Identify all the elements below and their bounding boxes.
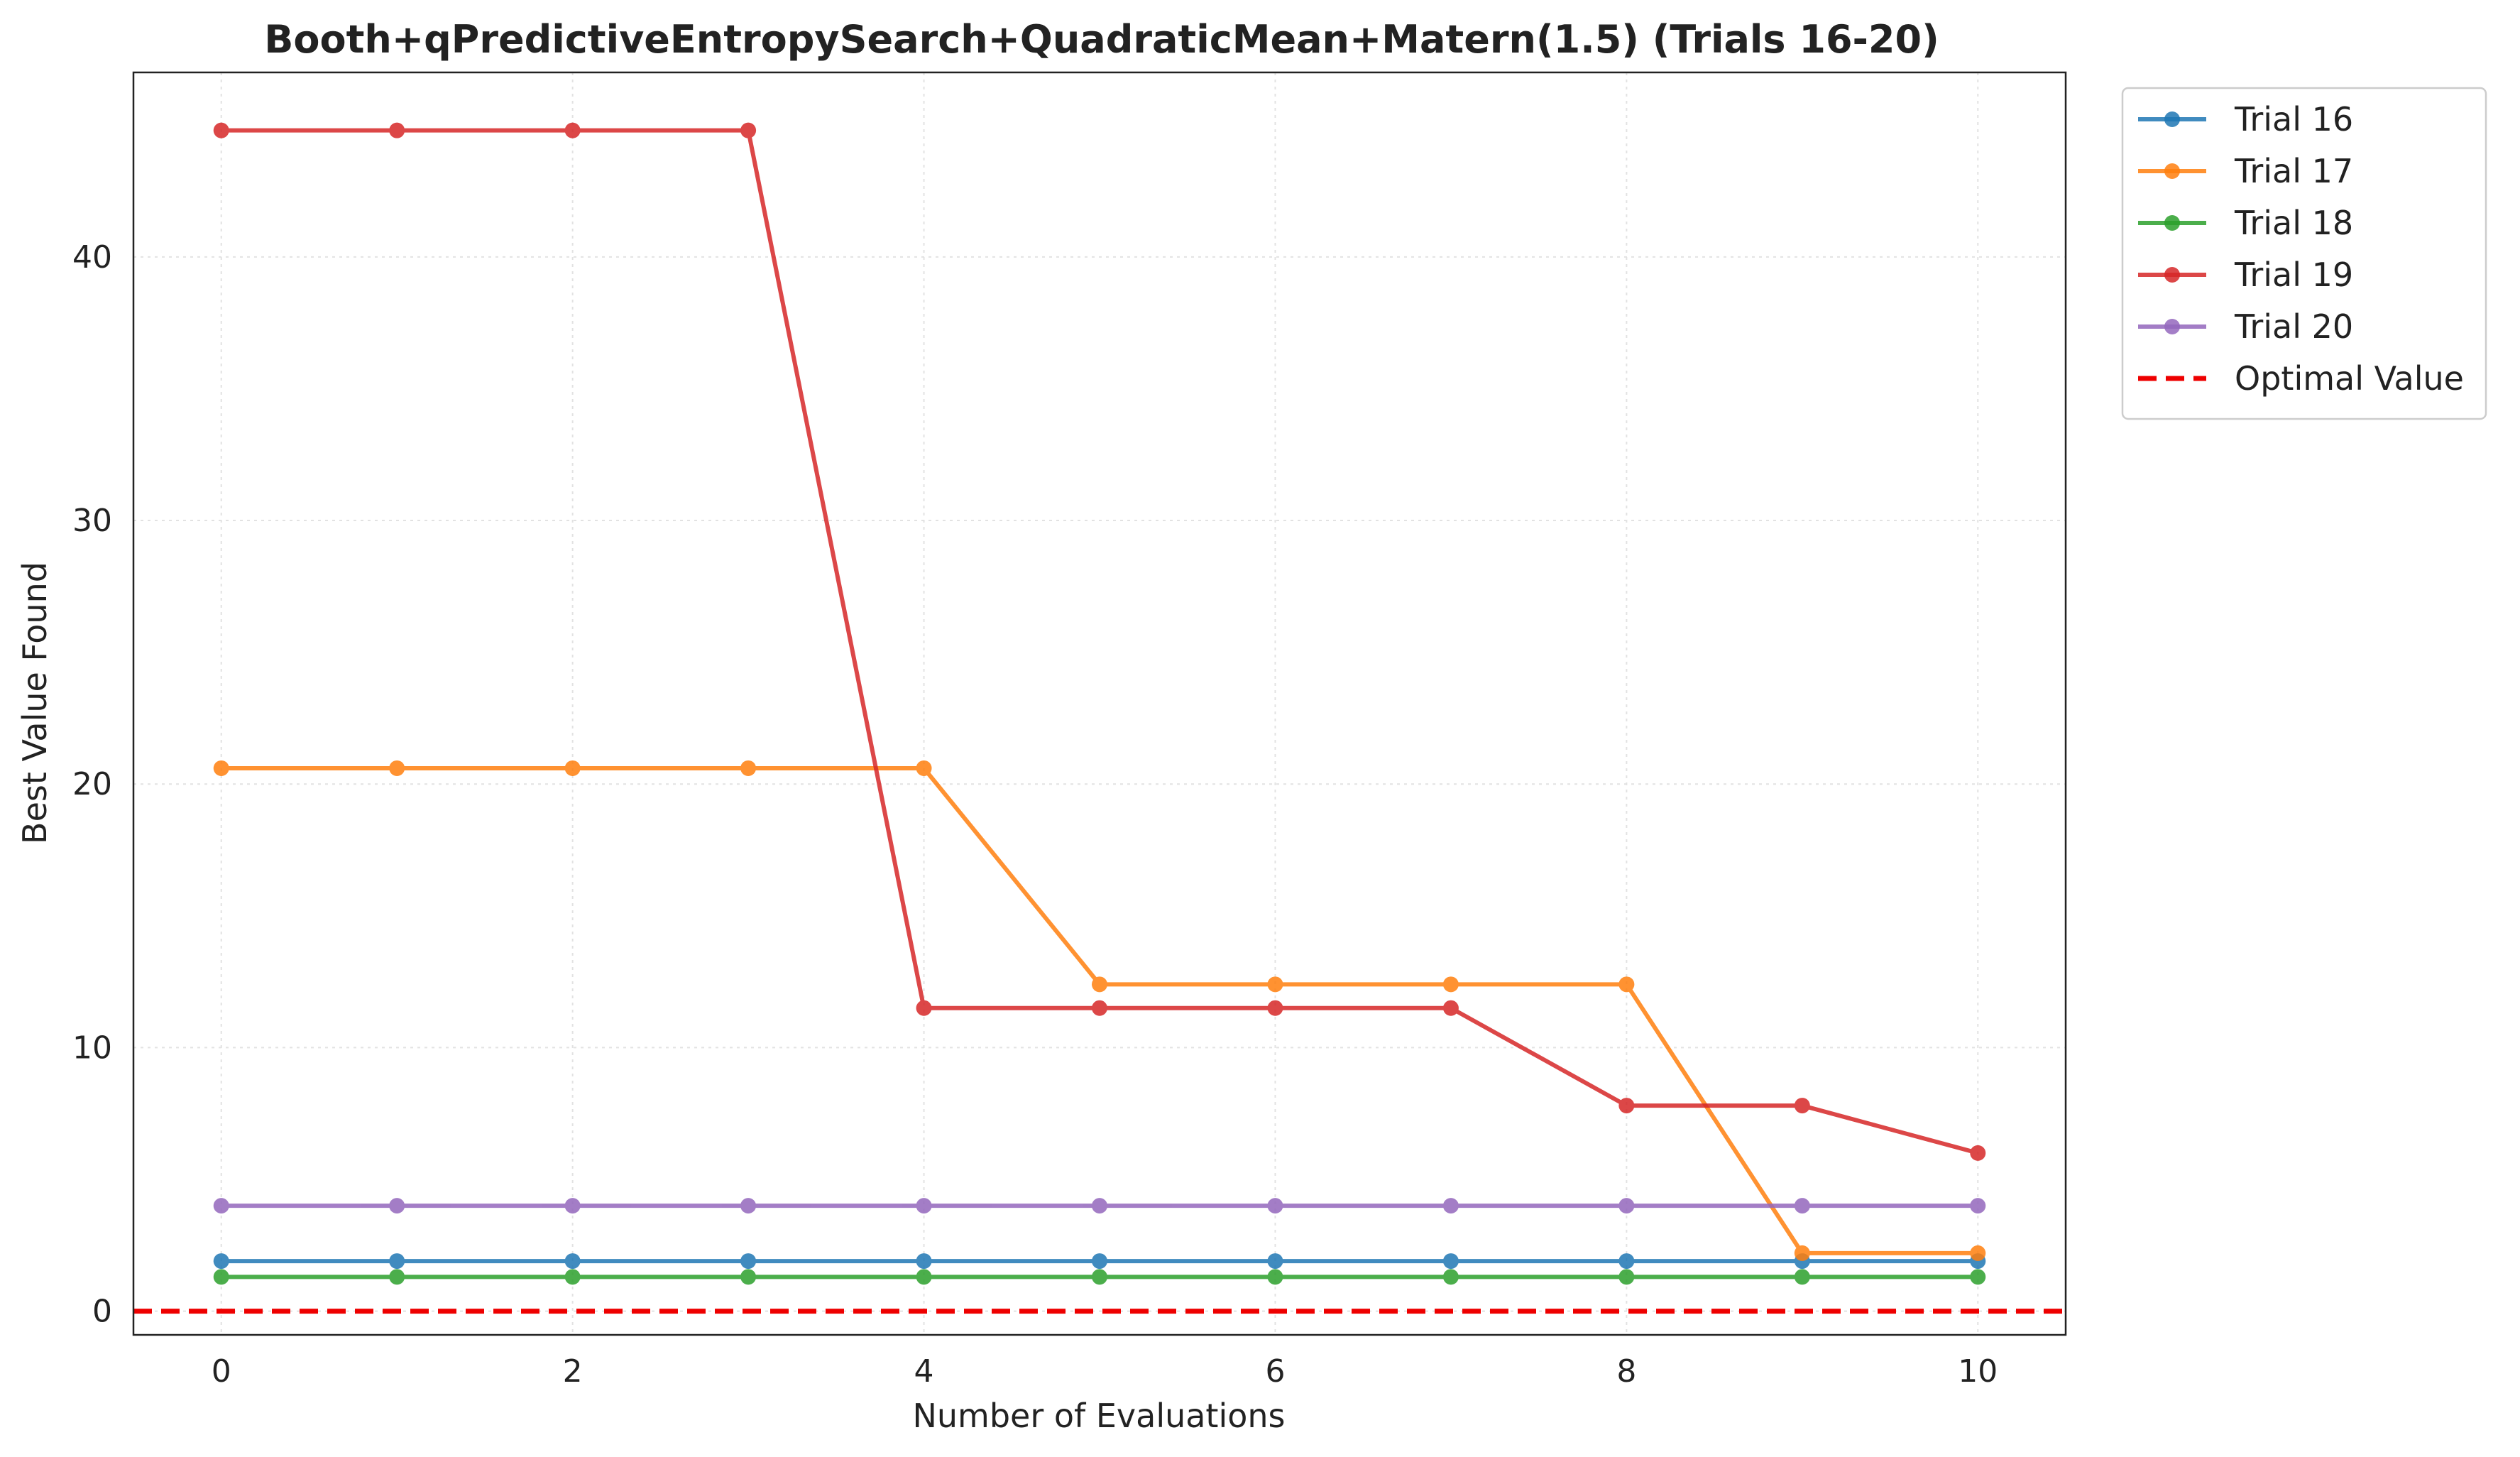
data-point [1092, 1198, 1107, 1214]
data-point [1794, 1098, 1810, 1114]
data-point [1970, 1145, 1986, 1161]
x-tick-label: 4 [914, 1353, 934, 1390]
data-point [740, 1269, 757, 1285]
legend-item: Optimal Value [2138, 359, 2464, 398]
data-point [1794, 1198, 1810, 1214]
data-point [564, 1198, 581, 1214]
y-tick-label: 40 [72, 239, 112, 275]
legend-item: Trial 16 [2138, 100, 2353, 138]
legend: Trial 16 Trial 17 Trial 18 Trial 19 Trial 20… [2121, 87, 2487, 420]
data-point [1970, 1245, 1986, 1261]
chart-title: Booth+qPredictiveEntropySearch+Quadratic… [264, 17, 1939, 62]
data-point [389, 122, 405, 138]
data-point [1618, 976, 1635, 993]
legend-marker [2164, 267, 2180, 283]
x-tick-label: 6 [1265, 1353, 1285, 1390]
data-point [1092, 976, 1107, 993]
y-tick-label: 10 [72, 1030, 112, 1066]
data-point [1970, 1198, 1986, 1214]
data-point [1618, 1198, 1635, 1214]
data-point [1618, 1253, 1635, 1270]
data-point [1794, 1269, 1810, 1285]
data-point [1794, 1245, 1810, 1261]
data-point [916, 760, 932, 776]
data-point [1442, 1198, 1459, 1214]
data-point [389, 760, 405, 776]
data-point [213, 1253, 229, 1270]
data-point [740, 122, 757, 138]
data-point [389, 1198, 405, 1214]
legend-item: Trial 18 [2138, 204, 2353, 242]
x-tick-label: 0 [212, 1353, 231, 1390]
legend-label: Trial 18 [2234, 204, 2353, 242]
data-point [1442, 976, 1459, 993]
series-trial-19 [213, 122, 1986, 1161]
legend-box [2121, 87, 2487, 420]
legend-label: Trial 19 [2234, 256, 2353, 294]
data-point [1092, 1000, 1107, 1016]
data-point [564, 1253, 581, 1270]
data-point [389, 1269, 405, 1285]
data-point [1267, 1269, 1283, 1285]
data-point [1618, 1269, 1635, 1285]
data-point [213, 1198, 229, 1214]
data-point [1970, 1269, 1986, 1285]
legend-label: Optimal Value [2235, 359, 2464, 398]
data-point [1092, 1253, 1107, 1270]
data-point [916, 1253, 932, 1270]
legend-marker [2164, 319, 2180, 334]
data-point [1267, 976, 1283, 993]
data-point [1618, 1098, 1635, 1114]
data-point [213, 122, 229, 138]
series-trial-16 [213, 1253, 1986, 1270]
series-trial-18 [213, 1269, 1986, 1285]
legend-item: Trial 19 [2138, 256, 2353, 294]
data-point [564, 1269, 581, 1285]
data-point [916, 1000, 932, 1016]
data-point [1442, 1269, 1459, 1285]
data-point [740, 1198, 757, 1214]
x-axis-label: Number of Evaluations [912, 1397, 1285, 1435]
legend-label: Trial 17 [2234, 152, 2353, 190]
y-tick-label: 20 [72, 766, 112, 802]
data-point [389, 1253, 405, 1270]
data-point [916, 1198, 932, 1214]
y-axis-label: Best Value Found [16, 562, 54, 844]
series-trial-20 [213, 1198, 1986, 1214]
legend-marker [2164, 111, 2180, 127]
x-tick-label: 2 [563, 1353, 583, 1390]
data-point [916, 1269, 932, 1285]
data-point [564, 760, 581, 776]
x-tick-label: 10 [1958, 1353, 1998, 1390]
y-tick-label: 0 [92, 1294, 112, 1330]
legend-item: Trial 17 [2138, 152, 2353, 190]
data-point [1267, 1253, 1283, 1270]
data-point [213, 1269, 229, 1285]
axis-ticks: 0 2 4 6 8 10 0 10 20 30 40 [72, 239, 1998, 1390]
legend-marker [2164, 163, 2180, 179]
legend-label: Trial 20 [2234, 307, 2353, 346]
legend-label: Trial 16 [2234, 100, 2353, 138]
series-trial-17 [213, 760, 1986, 1261]
data-point [1267, 1000, 1283, 1016]
data-point [740, 1253, 757, 1270]
data-point [1442, 1253, 1459, 1270]
plot-area-frame [132, 71, 2067, 1336]
legend-marker [2164, 215, 2180, 231]
data-point [1442, 1000, 1459, 1016]
series-layer [133, 122, 2066, 1314]
data-point [1267, 1198, 1283, 1214]
data-point [564, 122, 581, 138]
data-point [1092, 1269, 1107, 1285]
data-point [213, 760, 229, 776]
x-tick-label: 8 [1616, 1353, 1636, 1390]
data-point [740, 760, 757, 776]
y-tick-label: 30 [72, 503, 112, 539]
legend-item: Trial 20 [2138, 307, 2353, 346]
